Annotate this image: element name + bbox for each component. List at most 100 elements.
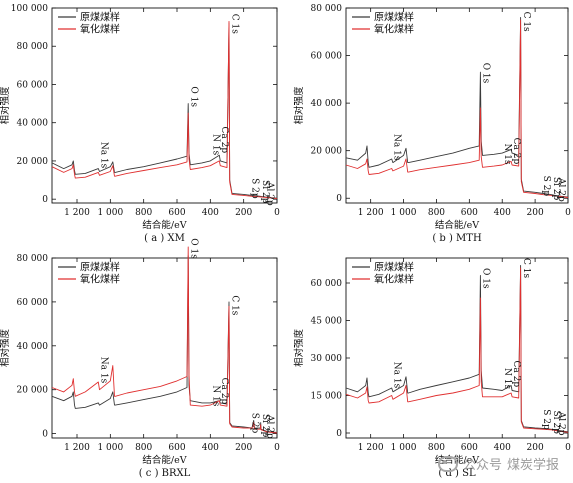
peak-label: Si 2p	[260, 180, 270, 204]
series-line-oxidized	[345, 267, 569, 433]
y-axis-label: 相对强度	[0, 329, 11, 368]
x-tick-label: 200	[527, 443, 544, 453]
y-tick-label: 20 000	[17, 386, 49, 396]
peak-label: C 1s	[521, 12, 531, 32]
legend-label: 氧化煤样	[374, 273, 414, 286]
y-tick-label: 40 000	[311, 99, 343, 109]
x-tick-label: 800	[135, 443, 152, 453]
peak-label: O 1s	[189, 238, 199, 259]
peak-label: S 2p	[250, 413, 260, 434]
peak-label: Na 1s	[98, 142, 108, 169]
peak-label: Na 1s	[392, 362, 402, 389]
legend-label: 氧化煤样	[80, 23, 120, 36]
panel-caption: ( d ) SL	[438, 468, 476, 479]
y-tick-label: 45 000	[311, 317, 343, 327]
x-tick-label: 1 000	[97, 443, 123, 453]
x-tick-label: 0	[565, 443, 571, 453]
legend-label: 原煤煤样	[80, 11, 120, 24]
peak-label: O 1s	[189, 86, 199, 107]
y-tick-label: 0	[336, 194, 342, 204]
series-line-oxidized	[51, 20, 278, 200]
watermark-name: 煤炭学报	[506, 458, 559, 473]
peak-label: Na 1s	[98, 357, 108, 384]
y-tick-label: 15 000	[311, 392, 343, 402]
y-tick-label: 0	[336, 429, 342, 439]
x-tick-label: 1 000	[391, 443, 417, 453]
series-line-raw	[51, 22, 278, 199]
peak-label: C 1s	[230, 14, 240, 34]
legend-label: 氧化煤样	[80, 273, 120, 286]
x-tick-label: 600	[168, 443, 185, 453]
watermark: 公众号 煤炭学报	[437, 454, 559, 473]
x-tick-label: 600	[461, 208, 478, 218]
watermark-prefix: 公众号	[462, 458, 502, 473]
x-tick-label: 1 000	[391, 208, 417, 218]
peak-label: Na 1s	[392, 134, 402, 161]
y-tick-label: 60 000	[17, 298, 49, 308]
y-tick-label: 60 000	[311, 279, 343, 289]
wechat-icon	[437, 455, 458, 472]
y-tick-label: 30 000	[311, 354, 343, 364]
x-tick-label: 800	[428, 443, 445, 453]
peak-label: N 1s	[210, 134, 220, 155]
peak-label: S 2p	[541, 176, 551, 197]
peak-label: Al 2p	[265, 414, 275, 439]
x-tick-label: 1 000	[97, 208, 123, 218]
x-tick-label: 600	[168, 208, 185, 218]
chart-panel-2: 1 200 1 000 800 600 400 200 0 0 20 000 40 000 60 0…	[293, 4, 571, 244]
x-tick-label: 200	[235, 208, 252, 218]
y-axis-label: 相对强度	[293, 86, 305, 125]
x-axis-label: 结合能/eV	[435, 219, 479, 231]
chart-panel-4: 1 200 1 000 800 600 400 200 0 0 15 000 30 000 45 0…	[293, 257, 571, 479]
peak-label: Al 2p	[556, 411, 566, 436]
x-tick-label: 0	[274, 208, 280, 218]
x-tick-label: 200	[235, 443, 252, 453]
y-tick-label: 0	[42, 430, 48, 440]
x-tick-label: 800	[135, 208, 152, 218]
x-tick-label: 0	[274, 443, 280, 453]
series-line-oxidized	[51, 246, 278, 434]
peak-label: S 2p	[250, 178, 260, 199]
x-axis-label: 结合能/eV	[142, 454, 186, 466]
x-tick-label: 800	[428, 208, 445, 218]
plot-frame	[345, 257, 569, 439]
chart-panel-1: 1 200 1 000 800 600 400 200 0 0 20 000 40 000 60 0…	[0, 4, 280, 244]
peak-label: Ca 2p	[511, 138, 521, 165]
peak-label: Ca 2p	[219, 378, 229, 405]
peak-label: N 1s	[502, 144, 512, 165]
y-tick-label: 40 000	[17, 119, 49, 129]
legend-label: 原煤煤样	[374, 11, 414, 24]
peak-label: N 1s	[502, 368, 512, 389]
y-tick-label: 100 000	[11, 4, 48, 14]
panel-caption: ( c ) BRXL	[139, 468, 191, 479]
y-tick-label: 80 000	[311, 4, 343, 14]
peak-label: Si 2p	[260, 414, 270, 438]
series-line-oxidized	[345, 19, 569, 198]
x-axis-label: 结合能/eV	[142, 219, 186, 231]
series-line-raw	[345, 265, 569, 433]
y-tick-label: 20 000	[311, 147, 343, 157]
y-axis-label: 相对强度	[0, 86, 11, 125]
peak-label: C 1s	[521, 258, 531, 278]
peak-label: O 1s	[481, 268, 491, 289]
x-tick-label: 400	[494, 443, 511, 453]
plot-frame	[345, 7, 569, 204]
legend-label: 氧化煤样	[374, 23, 414, 36]
y-tick-label: 20 000	[17, 157, 49, 167]
panel-caption: ( a ) XM	[144, 233, 185, 244]
peak-label: O 1s	[481, 63, 491, 84]
y-tick-label: 40 000	[17, 342, 49, 352]
y-tick-label: 60 000	[311, 52, 343, 62]
peak-label: Al 2p	[556, 177, 566, 202]
y-axis-label: 相对强度	[293, 329, 305, 368]
x-tick-label: 400	[202, 443, 219, 453]
plot-frame	[51, 7, 278, 204]
peak-label: N 1s	[210, 385, 220, 406]
x-tick-label: 200	[527, 208, 544, 218]
x-tick-label: 400	[202, 208, 219, 218]
peak-label: Si 2p	[551, 411, 561, 435]
x-tick-label: 1 200	[358, 208, 384, 218]
y-tick-label: 80 000	[17, 42, 49, 52]
y-tick-label: 0	[42, 195, 48, 205]
